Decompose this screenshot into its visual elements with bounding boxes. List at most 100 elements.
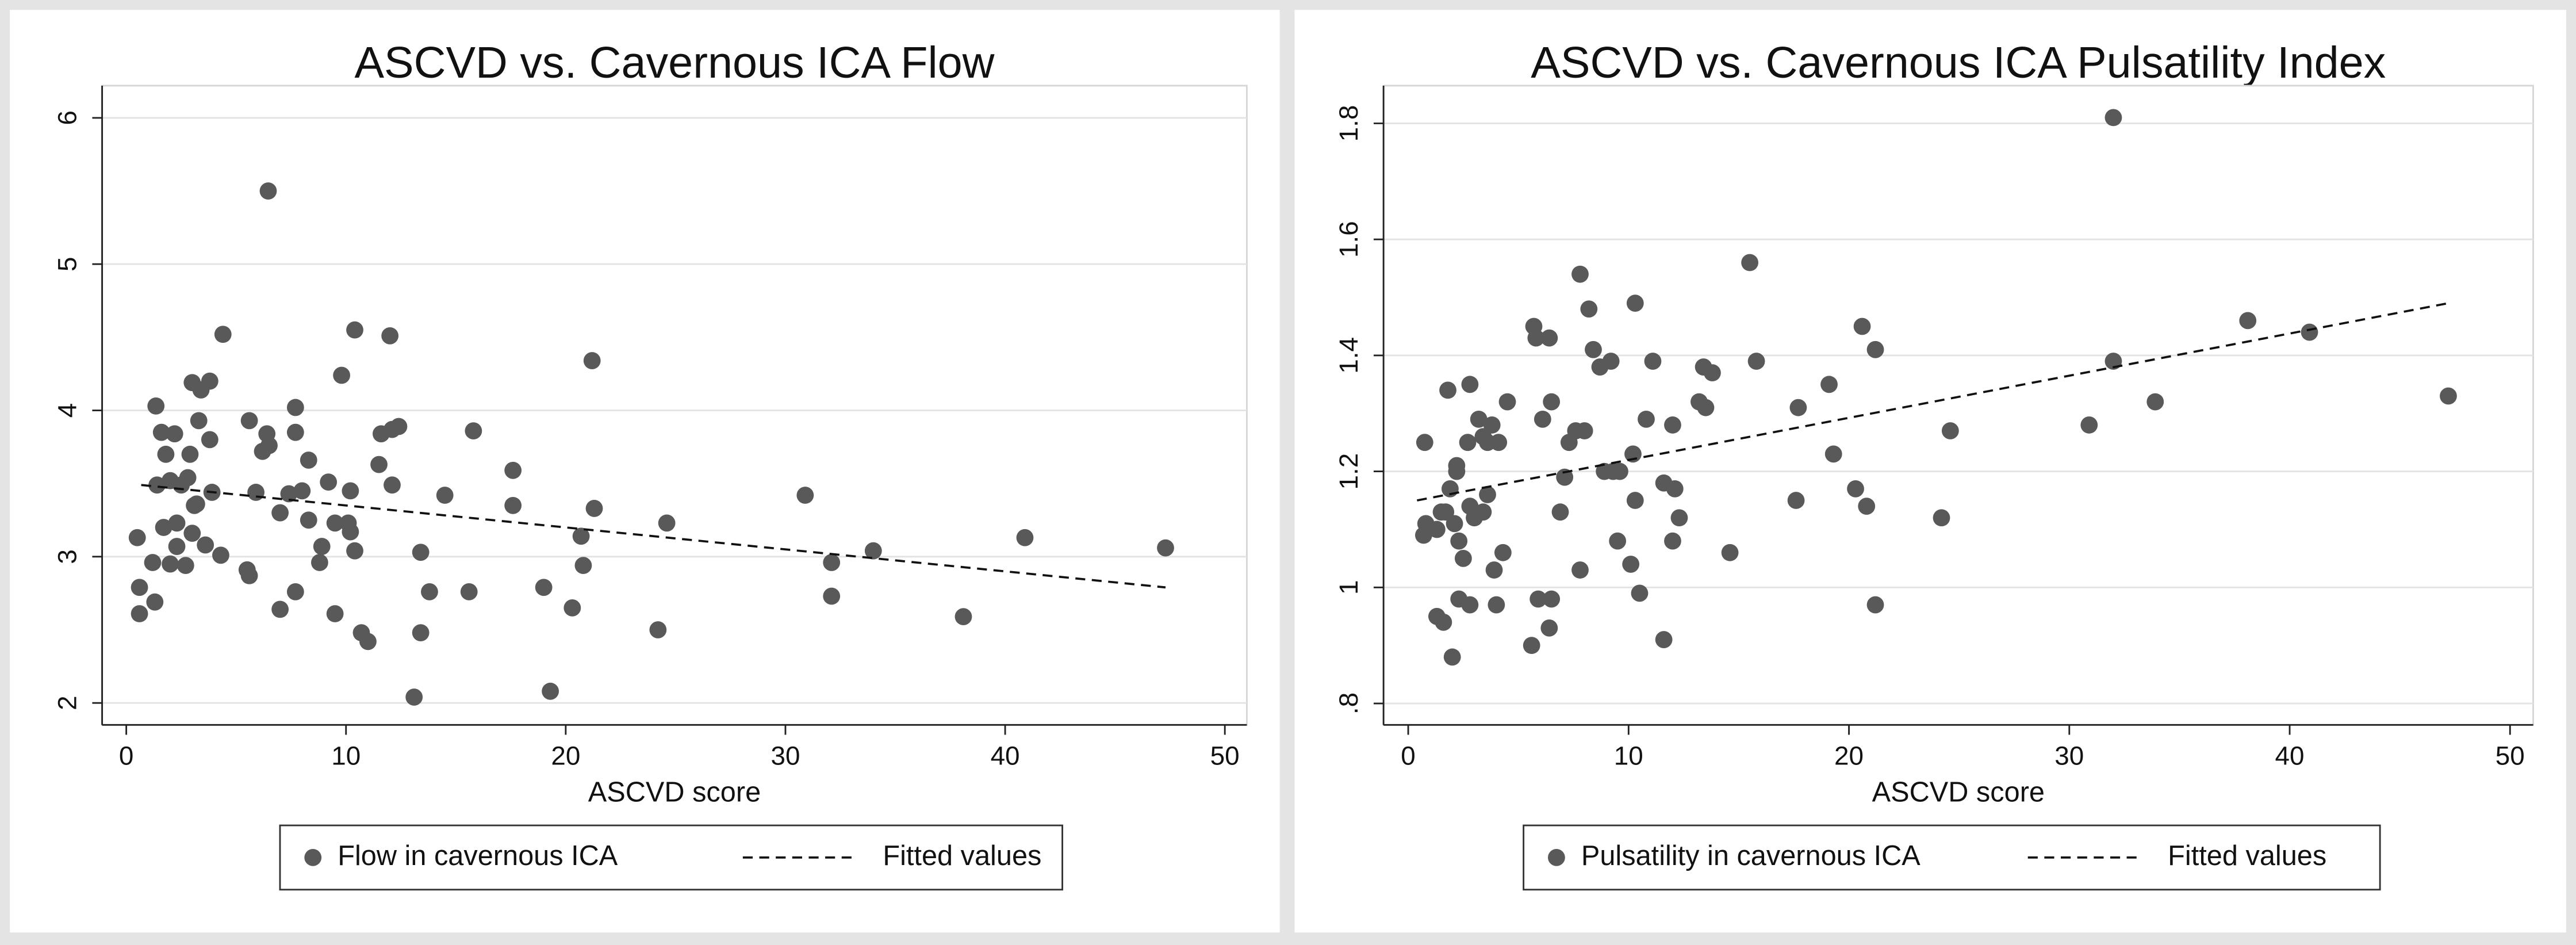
scatter-point	[583, 352, 601, 369]
scatter-point	[465, 422, 482, 440]
plot-area	[101, 85, 1248, 726]
scatter-point	[1483, 416, 1501, 434]
scatter-point	[326, 605, 344, 622]
scatter-point	[247, 484, 264, 501]
scatter-point	[1534, 410, 1551, 428]
scatter-point	[162, 555, 179, 573]
x-tick-label: 0	[1401, 741, 1416, 771]
scatter-point	[1474, 503, 1492, 521]
scatter-point	[649, 621, 667, 638]
scatter-point	[240, 412, 258, 430]
scatter-point	[1622, 556, 1640, 573]
scatter-point	[179, 469, 197, 487]
scatter-point	[1540, 619, 1558, 637]
scatter-point	[1866, 340, 1884, 358]
x-axis-label: ASCVD score	[588, 776, 761, 808]
scatter-point	[1454, 549, 1472, 567]
scatter-point	[300, 511, 317, 529]
scatter-point	[1787, 492, 1805, 509]
x-tick-label: 20	[1834, 741, 1864, 771]
scatter-point	[1941, 422, 1959, 439]
scatter-point	[1666, 480, 1684, 498]
scatter-point	[574, 557, 592, 575]
y-tick-label: 4	[52, 403, 82, 418]
scatter-point	[1461, 376, 1479, 393]
scatter-point	[168, 538, 186, 555]
chart-title: ASCVD vs. Cavernous ICA Flow	[354, 38, 995, 87]
scatter-point	[1631, 584, 1649, 602]
y-tick-label: 3	[52, 549, 82, 564]
legend-key	[1548, 849, 1565, 866]
y-tick-label: 2	[52, 695, 82, 710]
chart-title: ASCVD vs. Cavernous ICA Pulsatility Inde…	[1531, 38, 2386, 87]
scatter-point	[177, 557, 194, 575]
scatter-point	[1488, 596, 1505, 614]
legend-label: Fitted values	[2168, 840, 2326, 871]
scatter-point	[1866, 596, 1884, 614]
x-tick-label: 40	[2275, 741, 2305, 771]
scatter-point	[864, 542, 882, 560]
scatter-point	[152, 423, 170, 441]
scatter-point	[381, 327, 399, 345]
scatter-point	[1428, 521, 1446, 538]
scatter-point	[1741, 254, 1758, 271]
y-tick-label: .8	[1334, 693, 1363, 714]
scatter-point	[2080, 416, 2098, 434]
scatter-point	[286, 399, 304, 416]
scatter-point	[346, 321, 363, 339]
scatter-point	[346, 542, 363, 560]
scatter-point	[342, 482, 359, 500]
scatter-point	[1157, 539, 1174, 557]
scatter-point	[1459, 434, 1477, 452]
scatter-point	[286, 423, 304, 441]
scatter-point	[1847, 480, 1864, 498]
scatter-point	[148, 476, 166, 494]
scatter-point	[1470, 410, 1488, 428]
scatter-point	[1540, 329, 1558, 347]
x-tick-label: 10	[331, 741, 361, 771]
scatter-point	[954, 608, 972, 626]
scatter-point	[572, 527, 590, 545]
scatter-point	[201, 372, 218, 390]
scatter-point	[384, 476, 401, 494]
y-tick-label: 1.2	[1334, 453, 1363, 490]
y-tick-label: 1.6	[1334, 221, 1363, 258]
scatter-point	[1446, 515, 1463, 533]
scatter-point	[342, 523, 359, 541]
scatter-point	[1697, 399, 1715, 416]
y-tick-label: 1.4	[1334, 337, 1363, 374]
scatter-point	[1655, 631, 1673, 648]
scatter-point	[131, 605, 148, 622]
scatter-point	[1853, 317, 1871, 335]
scatter-point	[1670, 509, 1688, 527]
scatter-point	[390, 418, 408, 435]
scatter-point	[504, 461, 522, 479]
scatter-point	[146, 593, 164, 611]
scatter-point	[504, 496, 522, 514]
scatter-point	[293, 482, 311, 500]
scatter-point	[823, 587, 841, 605]
scatter-point	[535, 579, 553, 596]
scatter-point	[212, 546, 229, 564]
scatter-point	[1571, 265, 1589, 283]
scatter-point	[1485, 561, 1503, 579]
legend-label: Pulsatility in cavernous ICA	[1581, 840, 1920, 871]
scatter-point	[1575, 422, 1593, 439]
scatter-point	[1721, 544, 1739, 561]
legend-key	[304, 849, 322, 866]
scatter-point	[280, 485, 298, 503]
scatter-point	[1416, 434, 1433, 452]
y-tick-label: 6	[52, 110, 82, 125]
legend-box	[1523, 824, 2381, 891]
scatter-point	[823, 554, 841, 571]
scatter-point	[1529, 590, 1547, 608]
scatter-point	[460, 583, 478, 600]
y-tick-label: 1.8	[1334, 105, 1363, 142]
scatter-point	[1450, 532, 1468, 550]
x-tick-label: 10	[1614, 741, 1643, 771]
y-tick-label: 1	[1334, 580, 1363, 595]
scatter-point	[1789, 399, 1807, 416]
scatter-point	[147, 397, 165, 415]
